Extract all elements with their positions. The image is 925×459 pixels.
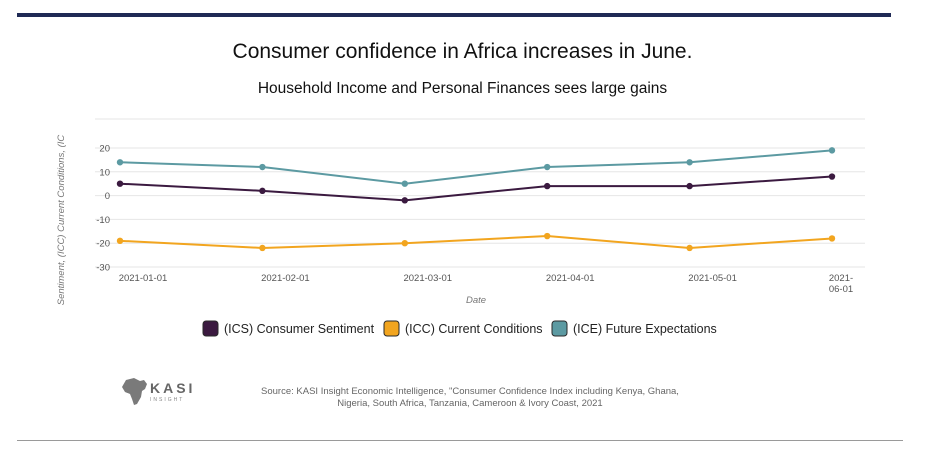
data-point bbox=[116, 159, 124, 166]
data-point bbox=[116, 237, 124, 245]
y-tick-label: 10 bbox=[99, 167, 110, 178]
x-tick-label: 2021-04-01 bbox=[546, 273, 595, 284]
legend-item[interactable]: (ICE) Future Expectations bbox=[551, 320, 717, 337]
data-point bbox=[401, 197, 408, 204]
legend-label: (ICE) Future Expectations bbox=[573, 322, 717, 336]
series-line bbox=[119, 175, 833, 202]
logo-name: KASI bbox=[150, 380, 196, 396]
data-point bbox=[259, 244, 266, 252]
legend: (ICS) Consumer Sentiment (ICC) Current Co… bbox=[202, 320, 717, 337]
legend-swatch bbox=[383, 320, 400, 337]
chart-subtitle: Household Income and Personal Finances s… bbox=[257, 80, 668, 97]
chart-title: Consumer confidence in Africa increases … bbox=[232, 40, 693, 63]
x-tick-labels: 2021-01-01 2021-02-01 2021-03-01 2021-04-01… bbox=[119, 273, 853, 295]
data-point bbox=[544, 182, 551, 190]
legend-swatch bbox=[551, 320, 568, 337]
data-point bbox=[116, 180, 124, 187]
legend-item[interactable]: (ICC) Current Conditions bbox=[383, 320, 543, 337]
bottom-rule bbox=[17, 440, 903, 441]
y-tick-labels: 20 10 0 -10 -20 -30 bbox=[96, 144, 110, 274]
x-tick-label: 2021-02-01 bbox=[261, 273, 310, 284]
data-point bbox=[544, 163, 551, 171]
source-line-2: Nigeria, South Africa, Tanzania, Cameroo… bbox=[337, 398, 603, 409]
x-tick-label: 2021-05-01 bbox=[688, 273, 737, 284]
data-point bbox=[686, 159, 693, 166]
grid-lines bbox=[95, 118, 865, 268]
series-line bbox=[119, 149, 833, 185]
y-axis-title: Sentiment, (ICC) Current Conditions, (IC bbox=[56, 135, 67, 306]
data-point bbox=[828, 147, 836, 154]
series-line bbox=[119, 235, 833, 249]
legend-item[interactable]: (ICS) Consumer Sentiment bbox=[202, 320, 375, 337]
data-point bbox=[828, 173, 836, 180]
data-point bbox=[544, 232, 551, 240]
legend-swatch bbox=[202, 320, 219, 337]
x-axis-title: Date bbox=[466, 295, 486, 306]
y-tick-label: -10 bbox=[96, 215, 110, 226]
legend-label: (ICS) Consumer Sentiment bbox=[224, 322, 375, 336]
source-line-1: Source: KASI Insight Economic Intelligen… bbox=[261, 386, 679, 397]
y-tick-label: 0 bbox=[105, 191, 110, 202]
series-lines bbox=[116, 147, 836, 252]
data-point bbox=[401, 180, 408, 187]
logo-tagline: INSIGHT bbox=[150, 397, 185, 403]
data-point bbox=[401, 240, 408, 247]
y-tick-label: -20 bbox=[96, 239, 110, 250]
data-point bbox=[828, 235, 836, 242]
data-point bbox=[686, 182, 693, 190]
legend-label: (ICC) Current Conditions bbox=[405, 322, 543, 336]
y-tick-label: 20 bbox=[99, 144, 110, 155]
africa-map-icon bbox=[122, 378, 147, 405]
data-point bbox=[686, 244, 693, 252]
x-tick-label: 2021-06-01 bbox=[829, 273, 853, 295]
data-point bbox=[259, 187, 266, 195]
source-note: Source: KASI Insight Economic Intelligen… bbox=[240, 386, 700, 410]
data-point bbox=[259, 163, 266, 171]
x-tick-label: 2021-01-01 bbox=[119, 273, 168, 284]
x-tick-label: 2021-03-01 bbox=[403, 273, 452, 284]
y-tick-label: -30 bbox=[96, 263, 110, 274]
top-rule bbox=[17, 13, 891, 17]
